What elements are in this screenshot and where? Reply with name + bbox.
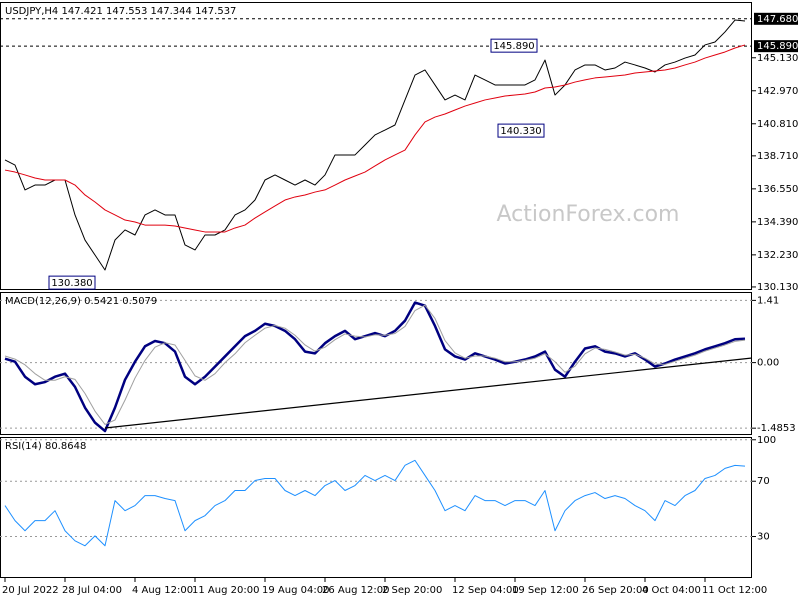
panel-frame xyxy=(0,292,752,435)
series-line xyxy=(4,19,746,271)
x-tick-label: 4 Aug 12:00 xyxy=(132,585,193,596)
reference-label-box xyxy=(754,12,798,25)
series-line xyxy=(4,44,746,233)
y-tick-label: 134.390 xyxy=(757,217,798,228)
x-tick-label: 4 Oct 04:00 xyxy=(642,585,701,596)
y-tick-label: 145.130 xyxy=(757,53,798,64)
panel-frame xyxy=(0,437,752,578)
panel-title: MACD(12,26,9) 0.5421 0.5079 xyxy=(5,296,157,307)
x-tick-label: 19 Sep 12:00 xyxy=(512,585,579,596)
y-tick-label: 142.970 xyxy=(757,86,798,97)
x-tick-label: 26 Sep 20:00 xyxy=(582,585,649,596)
annotation-label: 140.330 xyxy=(500,126,541,137)
y-tick-label: 138.710 xyxy=(757,151,798,162)
annotation-box xyxy=(497,123,545,138)
y-tick-label: -1.4853 xyxy=(757,423,796,434)
y-tick-label: 136.550 xyxy=(757,184,798,195)
annotation-box xyxy=(490,38,538,53)
trend-line xyxy=(104,357,753,429)
x-tick-label: 2 Sep 20:00 xyxy=(382,585,442,596)
y-tick-label: 130.130 xyxy=(757,282,798,293)
y-tick-label: 132.230 xyxy=(757,250,798,261)
panel-title: RSI(14) 80.8648 xyxy=(5,441,86,452)
y-tick-label: 0.00 xyxy=(757,358,779,369)
y-tick-label: 100 xyxy=(757,435,776,446)
annotation: 145.890 xyxy=(490,38,538,53)
y-tick-label: 70 xyxy=(757,476,770,487)
reference-label: 147.680 xyxy=(757,14,798,25)
annotation-label: 145.890 xyxy=(493,41,534,52)
panel-title: USDJPY,H4 147.421 147.553 147.344 147.53… xyxy=(5,6,236,17)
annotation-box xyxy=(48,275,96,290)
x-tick-label: 20 Jul 2022 xyxy=(2,585,59,596)
panel-frame xyxy=(0,2,752,290)
x-tick-label: 12 Sep 04:00 xyxy=(452,585,519,596)
x-tick-label: 11 Aug 20:00 xyxy=(192,585,259,596)
x-tick-label: 19 Aug 04:00 xyxy=(262,585,329,596)
annotation: 130.380 xyxy=(48,275,96,290)
y-tick-label: 30 xyxy=(757,532,770,543)
reference-label: 145.890 xyxy=(757,41,798,52)
annotation-label: 130.380 xyxy=(51,278,92,289)
x-tick-label: 26 Aug 12:00 xyxy=(322,585,389,596)
reference-label-box xyxy=(754,40,798,53)
series-line xyxy=(4,459,746,547)
y-tick-label: 1.41 xyxy=(757,295,779,306)
annotation: 140.330 xyxy=(497,123,545,138)
series-line xyxy=(4,301,746,433)
watermark: ActionForex.com xyxy=(497,202,680,227)
x-tick-label: 28 Jul 04:00 xyxy=(62,585,122,596)
y-tick-label: 140.810 xyxy=(757,119,798,130)
series-line xyxy=(4,304,746,425)
x-tick-label: 11 Oct 12:00 xyxy=(702,585,767,596)
